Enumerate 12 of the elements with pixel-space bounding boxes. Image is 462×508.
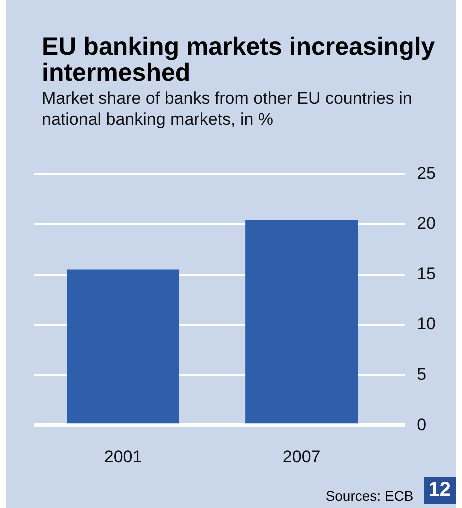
x-tick-label: 2001 (104, 447, 142, 466)
chart-title: EU banking markets increasingly intermeshed (42, 33, 436, 87)
x-tick-label: 2007 (282, 447, 321, 466)
y-tick-label: 20 (417, 214, 436, 234)
y-tick-label: 15 (417, 264, 436, 284)
source-note: Sources: ECB (326, 488, 414, 504)
chart-subtitle: Market share of banks from other EU countries in national banking markets, in % (42, 88, 414, 130)
y-tick-label: 0 (417, 415, 427, 434)
y-tick-label: 5 (417, 365, 427, 384)
y-tick-label: 25 (417, 164, 436, 183)
text: 12 (424, 477, 456, 504)
y-tick-label: 10 (417, 314, 436, 334)
